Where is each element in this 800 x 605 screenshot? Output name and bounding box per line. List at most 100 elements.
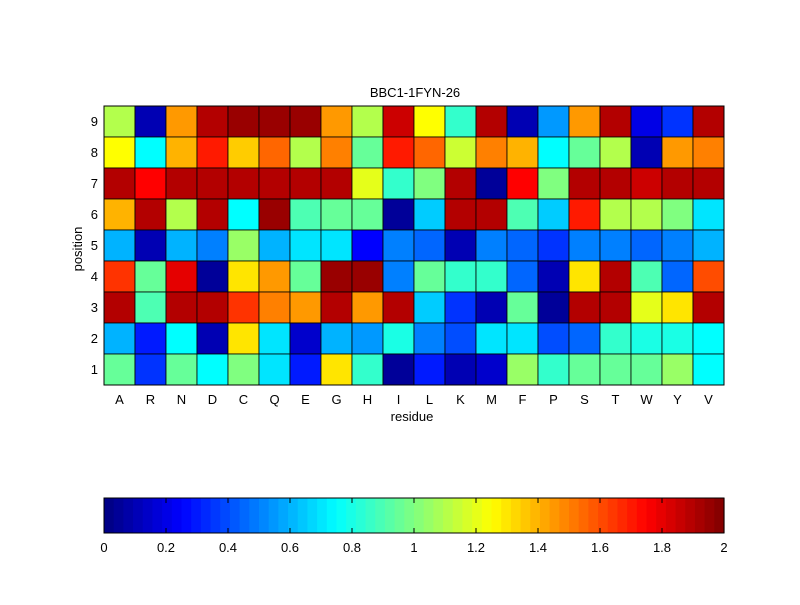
heatmap-cell <box>444 260 477 293</box>
y-tick-label: 1 <box>91 362 98 377</box>
colorbar-segment <box>249 498 260 533</box>
colorbar-segment <box>510 498 522 533</box>
x-tick-label: H <box>363 392 372 407</box>
x-tick-label: T <box>612 392 620 407</box>
heatmap-cell <box>599 260 632 293</box>
x-tick-label: Q <box>269 392 279 407</box>
colorbar-segment <box>578 498 589 533</box>
heatmap-cell <box>630 322 663 355</box>
colorbar-segment <box>539 498 551 533</box>
colorbar-segment <box>646 498 657 533</box>
heatmap-cell <box>661 322 694 355</box>
heatmap-cell <box>320 198 353 231</box>
heatmap-cell <box>258 167 291 200</box>
heatmap-cell <box>165 136 198 169</box>
heatmap-cell <box>351 260 384 293</box>
heatmap-cell <box>351 322 384 355</box>
heatmap-cell <box>661 198 694 231</box>
heatmap-cell <box>165 198 198 231</box>
heatmap-cell <box>227 136 260 169</box>
heatmap-cell <box>258 136 291 169</box>
colorbar-segment <box>133 498 144 533</box>
heatmap-cell <box>289 353 322 386</box>
colorbar-segment <box>423 498 434 533</box>
y-tick-label: 3 <box>91 300 98 315</box>
colorbar-segment <box>355 498 367 533</box>
colorbar-segment <box>200 498 212 533</box>
heatmap-cell <box>537 260 570 293</box>
colorbar-segment <box>288 498 299 533</box>
colorbar-segment <box>307 498 318 533</box>
y-tick-labels: 9 8 7 6 5 4 3 2 1 <box>91 114 98 377</box>
heatmap-cell <box>351 167 384 200</box>
colorbar-segment <box>452 498 464 533</box>
heatmap-cell <box>227 353 260 386</box>
heatmap-cell <box>599 322 632 355</box>
colorbar-segment <box>210 498 221 533</box>
heatmap-cell <box>692 198 725 231</box>
heatmap-cell <box>568 167 601 200</box>
x-axis-label: residue <box>391 409 434 424</box>
colorbar-segment <box>404 498 415 533</box>
heatmap-cell <box>413 260 446 293</box>
x-tick-label: E <box>301 392 310 407</box>
colorbar-segment <box>491 498 502 533</box>
colorbar-tick-label: 1.4 <box>529 540 547 555</box>
colorbar-segment <box>142 498 154 533</box>
colorbar-segment <box>162 498 173 533</box>
heatmap-cell <box>413 229 446 262</box>
heatmap-cell <box>258 229 291 262</box>
colorbar-segment <box>123 498 134 533</box>
heatmap-cell <box>258 353 291 386</box>
heatmap-cell <box>351 198 384 231</box>
heatmap-cell <box>196 105 229 138</box>
y-axis-label: position <box>70 227 85 272</box>
colorbar-segment <box>336 498 347 533</box>
colorbar-tick-label: 0.4 <box>219 540 237 555</box>
heatmap-cell <box>537 167 570 200</box>
heatmap-cell <box>196 260 229 293</box>
heatmap-cell <box>165 322 198 355</box>
colorbar-segment <box>704 498 715 533</box>
heatmap-cell <box>134 167 167 200</box>
heatmap-cell <box>692 105 725 138</box>
colorbar-segment <box>317 498 328 533</box>
y-tick-label: 4 <box>91 269 98 284</box>
colorbar-tick-label: 1.8 <box>653 540 671 555</box>
heatmap-cell <box>599 136 632 169</box>
colorbar-segment <box>104 498 115 533</box>
heatmap-cell <box>630 229 663 262</box>
colorbar-segment <box>297 498 309 533</box>
heatmap-cell <box>475 322 508 355</box>
colorbar-segment <box>268 498 279 533</box>
colorbar-segment <box>191 498 202 533</box>
heatmap-cell <box>475 229 508 262</box>
heatmap-cell <box>227 260 260 293</box>
colorbar-segment <box>656 498 667 533</box>
x-tick-label: A <box>115 392 124 407</box>
colorbar-segment <box>152 498 163 533</box>
heatmap-cell <box>227 105 260 138</box>
colorbar-segment <box>278 498 289 533</box>
heatmap-cell <box>537 198 570 231</box>
colorbar-frame <box>103 497 725 534</box>
x-tick-label: P <box>549 392 558 407</box>
heatmap-cell <box>134 291 167 324</box>
heatmap-cell <box>444 229 477 262</box>
heatmap-cell <box>506 291 539 324</box>
heatmap-cell <box>289 167 322 200</box>
heatmap-cell <box>444 167 477 200</box>
colorbar-segment <box>171 498 183 533</box>
heatmap-cell <box>692 322 725 355</box>
x-tick-label: Y <box>673 392 682 407</box>
heatmap-cell <box>382 322 415 355</box>
heatmap-cell <box>258 260 291 293</box>
heatmap-cell <box>134 260 167 293</box>
colorbar-segment <box>549 498 560 533</box>
colorbar-segment <box>607 498 619 533</box>
heatmap-cell <box>506 260 539 293</box>
heatmap-cell <box>320 229 353 262</box>
colorbar-segment <box>326 498 338 533</box>
heatmap-cell <box>475 136 508 169</box>
